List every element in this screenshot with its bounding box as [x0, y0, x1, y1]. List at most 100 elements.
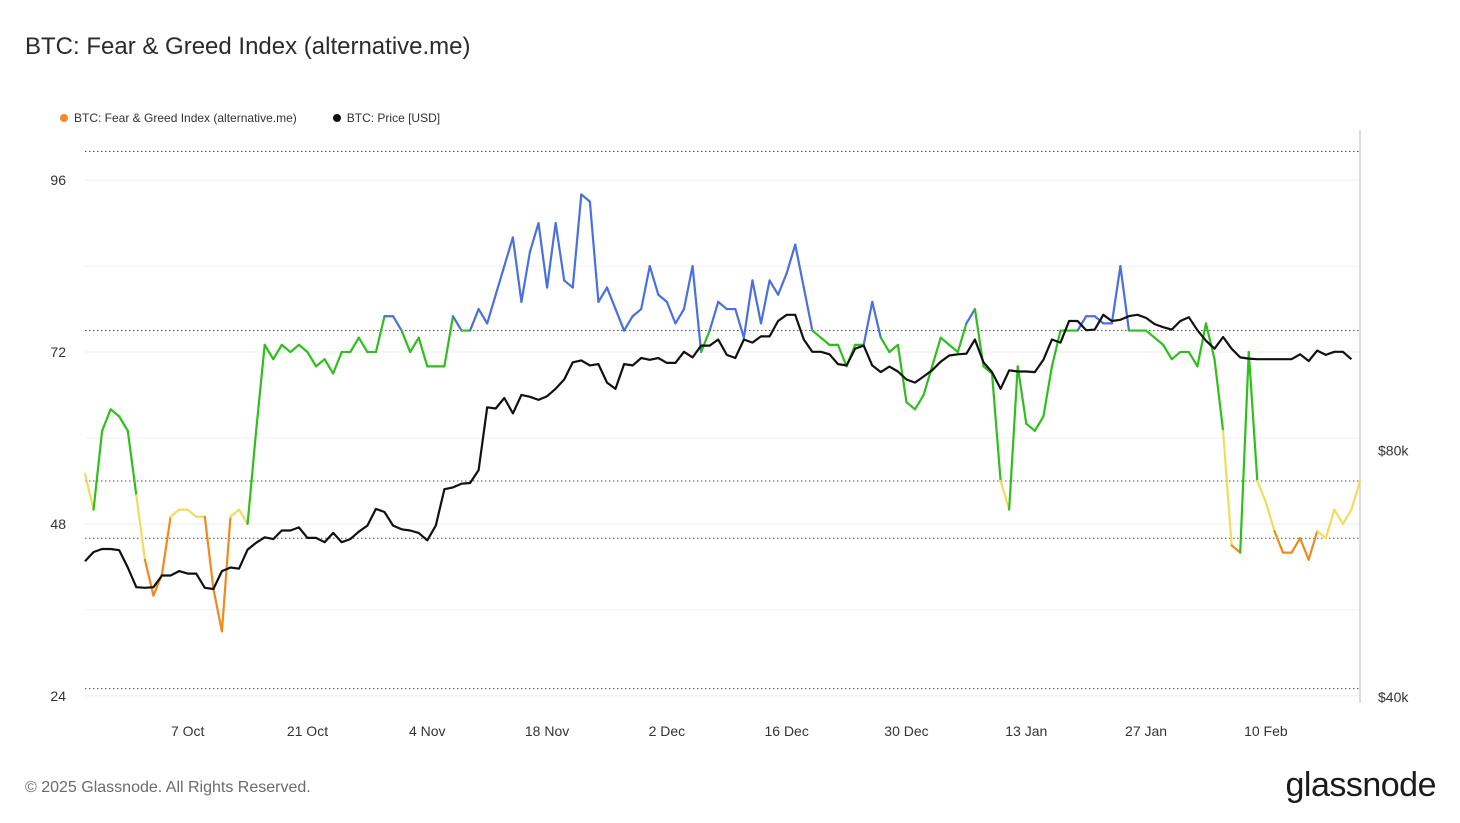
- fear-greed-segment: [1299, 537, 1310, 561]
- legend-label-price: BTC: Price [USD]: [346, 111, 441, 125]
- fear-greed-segment: [1042, 365, 1054, 418]
- fear-greed-segment: [212, 587, 224, 633]
- fear-greed-segment: [1016, 365, 1028, 425]
- fear-greed-segment: [1221, 429, 1233, 547]
- legend-dot-fear-greed-icon: [60, 114, 68, 122]
- fear-greed-segment: [768, 279, 780, 296]
- fear-greed-segment: [931, 336, 942, 368]
- fear-greed-segment: [1110, 264, 1122, 325]
- fear-greed-segment: [289, 343, 301, 354]
- fear-greed-segment: [717, 300, 728, 311]
- fear-greed-segment: [700, 329, 711, 354]
- fear-greed-segment: [357, 336, 369, 354]
- fear-greed-segment: [297, 343, 309, 354]
- fear-greed-segment: [888, 343, 900, 354]
- fear-greed-segment: [811, 329, 823, 339]
- fear-greed-segment: [554, 222, 566, 282]
- fear-greed-segment: [640, 264, 651, 311]
- copyright-text: © 2025 Glassnode. All Rights Reserved.: [25, 779, 311, 796]
- legend-item-price[interactable]: BTC: Price [USD]: [332, 111, 441, 125]
- fear-greed-segment: [374, 315, 386, 354]
- fear-greed-segment: [503, 236, 514, 268]
- fear-greed-segment: [605, 286, 617, 311]
- fear-greed-segment: [1196, 322, 1208, 368]
- fear-greed-segment: [1247, 350, 1259, 483]
- fear-greed-segment: [237, 508, 249, 526]
- fear-greed-segment: [785, 243, 797, 275]
- fear-greed-segment: [451, 315, 463, 332]
- fear-greed-segment: [1239, 350, 1250, 554]
- fear-greed-segment: [819, 336, 831, 346]
- fear-greed-segment: [246, 429, 258, 526]
- fear-greed-segment: [203, 515, 215, 590]
- fear-greed-segment: [1307, 529, 1319, 561]
- y-left-tick-label: 24: [50, 688, 66, 704]
- x-tick-label: 30 Dec: [884, 723, 928, 739]
- fear-greed-segment: [1230, 544, 1242, 554]
- fear-greed-segment: [126, 429, 138, 497]
- fear-greed-segment: [614, 307, 626, 332]
- fear-greed-segment: [794, 243, 805, 289]
- fear-greed-segment: [622, 315, 634, 332]
- fear-greed-segment: [871, 300, 882, 339]
- fear-greed-segment: [965, 307, 977, 325]
- fear-greed-segment: [118, 415, 129, 432]
- fear-greed-segment: [1153, 336, 1165, 346]
- fear-greed-segment: [1290, 537, 1302, 554]
- fear-greed-segment: [691, 264, 703, 354]
- fear-greed-segment: [468, 307, 480, 332]
- fear-greed-segment: [751, 279, 763, 325]
- fear-greed-segment: [734, 307, 745, 339]
- x-tick-label: 18 Nov: [525, 723, 569, 739]
- fear-greed-segment: [631, 307, 643, 318]
- x-tick-label: 2 Dec: [649, 723, 686, 739]
- fear-greed-segment: [1076, 315, 1088, 332]
- glassnode-logo: glassnode: [1285, 766, 1436, 804]
- fear-greed-segment: [1119, 264, 1131, 332]
- y-left-tick-label: 48: [50, 516, 66, 532]
- legend-dot-price-icon: [332, 114, 341, 122]
- fear-greed-segment: [896, 343, 908, 404]
- fear-greed-segment: [1025, 422, 1036, 432]
- fear-greed-segment: [220, 515, 232, 633]
- fear-greed-segment: [314, 358, 326, 368]
- fear-greed-segment: [528, 222, 540, 253]
- chart-legend: BTC: Fear & Greed Index (alternative.me)…: [60, 111, 440, 125]
- fear-greed-segment: [306, 350, 318, 368]
- fear-greed-segment: [665, 300, 677, 325]
- fear-greed-segment: [956, 322, 968, 354]
- fear-greed-segment: [101, 408, 112, 432]
- fear-greed-segment: [1187, 350, 1199, 368]
- x-tick-label: 7 Oct: [171, 723, 205, 739]
- fear-greed-segment: [135, 494, 146, 561]
- fear-greed-segment: [742, 279, 754, 339]
- fear-greed-segment: [1162, 343, 1173, 361]
- x-tick-label: 21 Oct: [287, 723, 328, 739]
- fear-greed-segment: [400, 329, 412, 354]
- fear-greed-segment: [777, 272, 788, 296]
- fear-greed-segment: [391, 315, 403, 332]
- fear-greed-segment: [409, 336, 420, 354]
- legend-item-fear-greed[interactable]: BTC: Fear & Greed Index (alternative.me): [60, 111, 297, 125]
- fear-greed-segment: [802, 286, 814, 332]
- fear-greed-segment: [486, 293, 497, 325]
- fear-greed-segment: [143, 558, 155, 597]
- fear-greed-segment: [92, 429, 104, 511]
- fear-greed-segment: [169, 508, 181, 518]
- fear-greed-segment: [905, 401, 917, 411]
- chart-title: BTC: Fear & Greed Index (alternative.me): [25, 33, 471, 60]
- x-tick-label: 13 Jan: [1005, 723, 1047, 739]
- x-tick-label: 4 Nov: [409, 723, 446, 739]
- fear-greed-segment: [563, 279, 574, 289]
- x-tick-label: 10 Feb: [1244, 723, 1288, 739]
- y-right-tick-label: $40k: [1378, 689, 1409, 705]
- fear-greed-segment: [682, 264, 694, 311]
- fear-greed-segment: [1341, 508, 1353, 526]
- fear-greed-segment: [1316, 529, 1327, 540]
- fear-greed-segment: [160, 515, 172, 576]
- fear-greed-segment: [229, 508, 241, 518]
- fear-greed-segment: [674, 307, 686, 325]
- fear-greed-segment: [280, 343, 292, 354]
- fear-greed-segment: [1033, 415, 1045, 432]
